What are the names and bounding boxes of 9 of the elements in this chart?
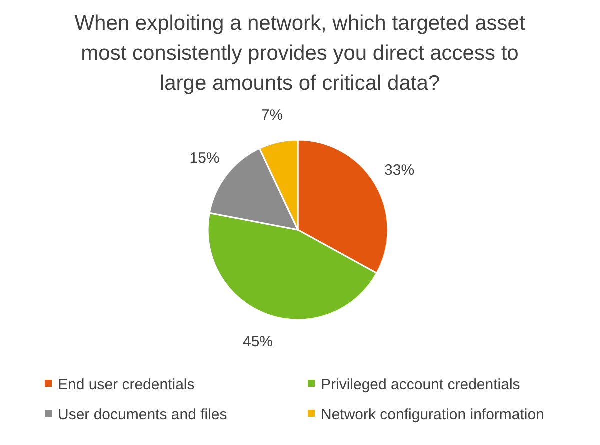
- data-label: 7%: [261, 107, 284, 124]
- data-label: 15%: [190, 150, 220, 167]
- legend-label: User documents and files: [58, 406, 228, 424]
- legend-label: Privileged account credentials: [321, 376, 520, 394]
- chart-title: When exploiting a network, which targeted asset most consistently provides you direct access to large amounts of critical data?: [74, 12, 526, 95]
- legend-label: Network configuration information: [321, 406, 544, 424]
- data-label: 45%: [243, 333, 274, 350]
- legend-label: End user credentials: [58, 376, 195, 394]
- data-label: 33%: [384, 162, 415, 180]
